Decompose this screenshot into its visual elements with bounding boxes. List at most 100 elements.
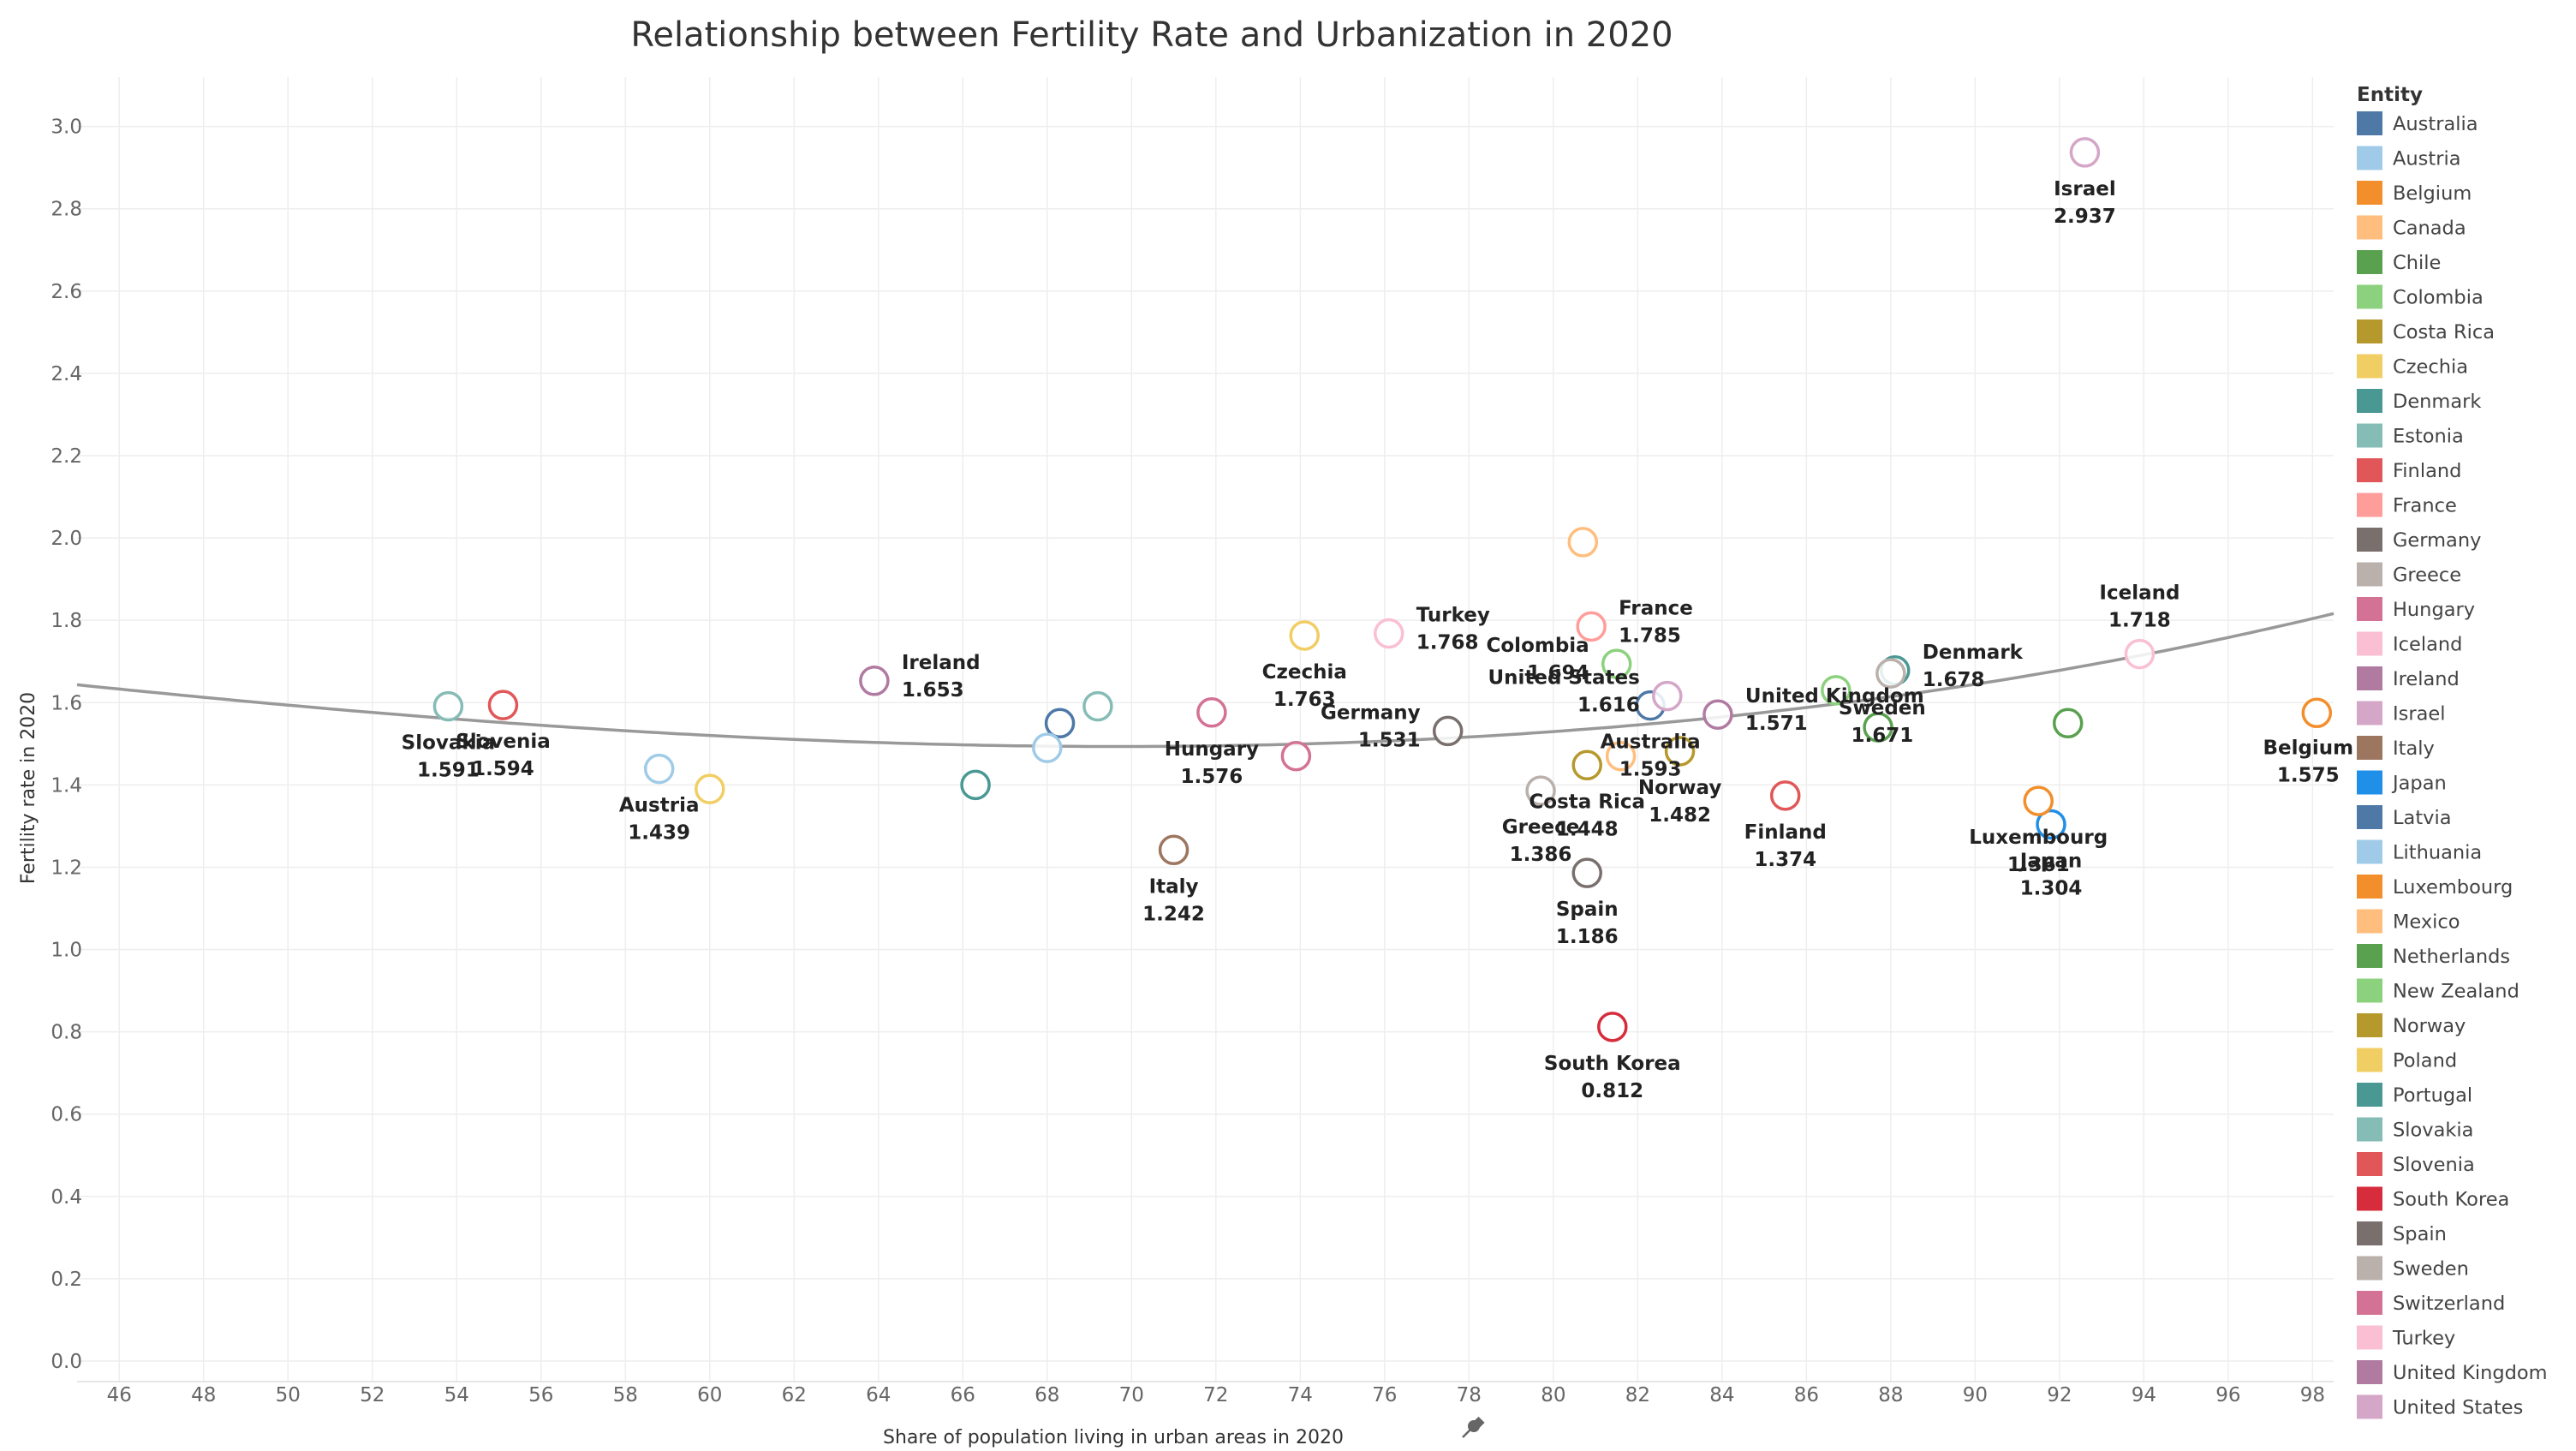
legend-item[interactable]: Luxembourg [2357, 875, 2513, 899]
legend-item[interactable]: Germany [2357, 528, 2481, 552]
point-latvia[interactable] [1044, 708, 1076, 739]
point-finland[interactable] [1769, 780, 1801, 811]
x-tick-label: 88 [1878, 1384, 1903, 1406]
legend-item[interactable]: Hungary [2357, 597, 2475, 621]
point-iceland[interactable] [2124, 638, 2156, 670]
legend-swatch [2357, 1013, 2382, 1037]
legend-item[interactable]: Switzerland [2357, 1291, 2505, 1315]
point-austria[interactable] [643, 753, 675, 785]
legend-item[interactable]: Sweden [2357, 1256, 2469, 1281]
legend-item[interactable]: Australia [2357, 111, 2478, 135]
point-ireland[interactable] [859, 666, 890, 696]
legend-item[interactable]: Costa Rica [2357, 319, 2495, 343]
legend-item[interactable]: France [2357, 493, 2457, 517]
legend-swatch [2357, 805, 2382, 829]
point-portugal[interactable] [960, 769, 991, 801]
y-tick-label: 2.6 [51, 281, 82, 303]
legend-item[interactable]: Ireland [2357, 666, 2460, 690]
point-value-label: 1.653 [902, 679, 964, 702]
legend-item[interactable]: Chile [2357, 250, 2441, 274]
point-luxembourg[interactable] [2023, 785, 2054, 816]
point-costa-rica[interactable] [1571, 749, 1602, 781]
point-new-zealand[interactable] [1821, 675, 1852, 706]
point-value-label: 1.439 [628, 822, 690, 845]
point-south-korea[interactable] [1597, 1012, 1628, 1042]
point-germany[interactable] [1432, 715, 1464, 747]
point-sweden[interactable] [1875, 658, 1906, 689]
point-italy[interactable] [1158, 834, 1190, 866]
x-tick-label: 76 [1372, 1384, 1397, 1406]
point-estonia[interactable] [1082, 690, 1113, 722]
legend-item[interactable]: Latvia [2357, 805, 2452, 829]
legend-item[interactable]: Italy [2357, 736, 2435, 760]
point-value-label: 0.812 [1581, 1080, 1643, 1102]
point-poland[interactable] [695, 773, 725, 804]
point-switzerland[interactable] [1280, 740, 1312, 772]
legend-item[interactable]: Spain [2357, 1221, 2447, 1245]
legend-item[interactable]: Lithuania [2357, 839, 2482, 864]
legend-item[interactable]: United Kingdom [2357, 1360, 2548, 1384]
legend-item[interactable]: Israel [2357, 701, 2446, 726]
legend-item[interactable]: Belgium [2357, 181, 2472, 205]
point-turkey[interactable] [1373, 618, 1404, 649]
point-chile[interactable] [1863, 712, 1893, 743]
point-value-label: 1.785 [1619, 624, 1681, 647]
point-united-kingdom[interactable] [1702, 699, 1733, 730]
point-israel[interactable] [2069, 137, 2101, 168]
point-slovakia[interactable] [432, 690, 464, 722]
legend-item[interactable]: Poland [2357, 1048, 2457, 1072]
point-value-label: 1.482 [1649, 804, 1711, 827]
legend-item[interactable]: South Korea [2357, 1186, 2509, 1211]
legend-swatch [2357, 944, 2382, 968]
point-spain[interactable] [1571, 857, 1602, 888]
legend-item[interactable]: Canada [2357, 215, 2466, 240]
x-tick-label: 74 [1288, 1384, 1313, 1406]
point-japan[interactable] [2036, 809, 2066, 840]
legend-item[interactable]: Iceland [2357, 631, 2462, 656]
point-slovenia[interactable] [487, 690, 519, 720]
point-value-label: 1.763 [1273, 689, 1336, 711]
point-value-label: 1.575 [2277, 764, 2340, 786]
point-france[interactable] [1576, 611, 1607, 642]
legend-item[interactable]: Norway [2357, 1013, 2466, 1037]
point-netherlands[interactable] [2052, 708, 2084, 739]
legend-swatch [2357, 493, 2382, 517]
legend-label: United Kingdom [2393, 1362, 2548, 1384]
point-canada[interactable] [1605, 740, 1637, 772]
legend-item[interactable]: Finland [2357, 458, 2461, 482]
point-greece[interactable] [1525, 775, 1556, 806]
pin-icon[interactable] [1462, 1416, 1485, 1438]
legend-item[interactable]: Slovakia [2357, 1117, 2473, 1142]
point-mexico[interactable] [1567, 527, 1599, 558]
legend-item[interactable]: Denmark [2357, 389, 2481, 413]
legend-item[interactable]: Portugal [2357, 1083, 2472, 1107]
legend-item[interactable]: Slovenia [2357, 1152, 2475, 1176]
point-czechia[interactable] [1289, 620, 1320, 651]
point-name-label: Israel [2054, 178, 2116, 200]
point-belgium[interactable] [2301, 697, 2333, 729]
legend-item[interactable]: Austria [2357, 146, 2461, 170]
legend-swatch [2357, 1394, 2382, 1419]
legend-item[interactable]: Greece [2357, 562, 2461, 587]
legend-item[interactable]: Mexico [2357, 909, 2460, 934]
legend-item[interactable]: Netherlands [2357, 944, 2510, 968]
legend-label: Latvia [2393, 807, 2452, 829]
point-lithuania[interactable] [1032, 732, 1063, 763]
x-tick-label: 58 [613, 1384, 638, 1406]
legend-label: Hungary [2393, 599, 2475, 621]
legend-item[interactable]: Turkey [2357, 1325, 2455, 1350]
point-colombia[interactable] [1601, 648, 1632, 679]
legend-item[interactable]: New Zealand [2357, 978, 2519, 1003]
legend-item[interactable]: Colombia [2357, 284, 2484, 309]
legend-item[interactable]: Japan [2357, 770, 2447, 795]
legend-item[interactable]: United States [2357, 1394, 2523, 1419]
legend-label: Belgium [2393, 182, 2472, 205]
point-hungary[interactable] [1196, 697, 1227, 728]
point-name-label: Finland [1744, 821, 1827, 844]
point-united-states[interactable] [1652, 680, 1683, 712]
point-name-label: Sweden [1839, 697, 1926, 720]
legend-item[interactable]: Czechia [2357, 354, 2468, 379]
legend-item[interactable]: Estonia [2357, 423, 2464, 448]
point-norway[interactable] [1664, 736, 1696, 767]
